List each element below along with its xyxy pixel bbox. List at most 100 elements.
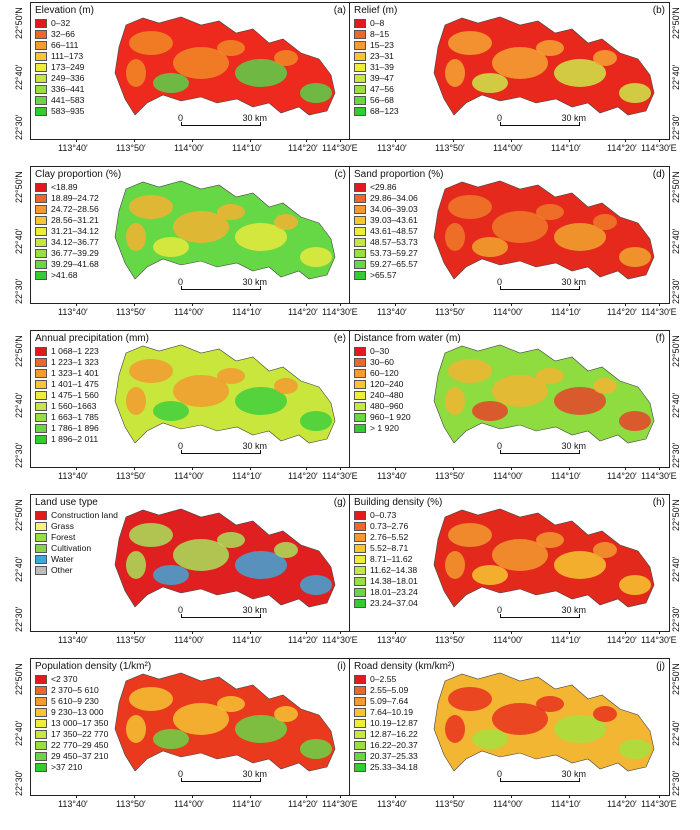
legend-label: <2 370 [51, 674, 78, 684]
legend-label: 30–60 [370, 357, 394, 367]
y-tick-label: 22°30′ [671, 278, 681, 304]
legend-swatch [354, 380, 366, 389]
map-patch-e-6 [126, 387, 146, 415]
x-tick-label: 114°10′ [232, 471, 262, 481]
legend-swatch [35, 96, 47, 105]
map-outline-b [433, 16, 655, 116]
panel-title-j: Road density (km/km²) [354, 661, 455, 672]
legend-label: 29.86–34.06 [370, 193, 418, 203]
x-tick [659, 303, 660, 306]
x-tick-label: 114°20′ [607, 471, 637, 481]
scale-line [181, 450, 261, 454]
map-outline-h [433, 508, 655, 608]
legend-item: 173–249 [35, 62, 84, 73]
legend-label: 15–23 [370, 40, 394, 50]
legend-label: 0–30 [370, 346, 390, 356]
x-tick [250, 303, 251, 306]
x-tick [659, 139, 660, 142]
legend-label: 1 786–1 896 [51, 423, 99, 433]
legend-label: 0.73–2.76 [370, 521, 409, 531]
panel-label-h: (h) [652, 497, 665, 508]
legend-swatch [35, 697, 47, 706]
map-patch-j-0 [448, 687, 492, 711]
legend-item: 12.87–16.22 [354, 729, 418, 740]
legend-item: 53.73–59.27 [354, 248, 418, 259]
panel-title-h: Building density (%) [354, 497, 443, 508]
legend-item: 48.57–53.73 [354, 237, 418, 248]
legend-swatch [354, 741, 366, 750]
scale-label: 30 km [561, 605, 586, 615]
legend-item: 23–31 [354, 51, 399, 62]
legend-label: 22 770–29 450 [51, 740, 109, 750]
x-tick [453, 139, 454, 142]
legend-label: 43.61–48.57 [370, 226, 418, 236]
map-region-g [114, 508, 336, 608]
map-patch-g-1 [173, 539, 229, 571]
map-patch-d-5 [536, 204, 564, 220]
legend-swatch [354, 752, 366, 761]
scale-label: 30 km [561, 277, 586, 287]
legend-label: 25.33–34.18 [370, 762, 418, 772]
map-patch-b-0 [448, 31, 492, 55]
scale-bar-c: 0 30 km [178, 277, 267, 294]
legend-swatch [354, 675, 366, 684]
panel-label-f: (f) [655, 333, 665, 344]
legend-item: 111–173 [35, 51, 84, 62]
map-patch-i-6 [126, 715, 146, 743]
legend-swatch [354, 566, 366, 575]
legend-swatch [35, 41, 47, 50]
x-tick [511, 795, 512, 798]
legend-swatch [354, 30, 366, 39]
legend-item: Construction land [35, 510, 118, 521]
y-tick-label: 22°30′ [14, 278, 24, 304]
legend-swatch [35, 205, 47, 214]
legend-swatch [354, 391, 366, 400]
scale-label: 30 km [561, 441, 586, 451]
legend-label: > 1 920 [370, 423, 399, 433]
legend-swatch [35, 107, 47, 116]
map-patch-b-5 [536, 40, 564, 56]
legend-item: > 1 920 [354, 423, 411, 434]
scale-label: 30 km [561, 769, 586, 779]
scale-bar-h: 0 30 km [497, 605, 586, 622]
scale-line [500, 778, 580, 782]
x-tick-label: 113°40′ [58, 635, 88, 645]
y-tick-label: 22°40′ [671, 64, 681, 90]
legend-item: 0.73–2.76 [354, 521, 418, 532]
legend-item: 1 223–1 323 [35, 357, 99, 368]
x-tick-label: 113°40′ [377, 799, 407, 809]
legend-label: >41.68 [51, 270, 78, 280]
x-tick [134, 631, 135, 634]
map-outline-g [114, 508, 336, 608]
legend-item: 0–32 [35, 18, 84, 29]
y-tick-label: 22°50′N [14, 663, 24, 695]
x-tick-label: 114°10′ [232, 143, 262, 153]
legend-g: Construction land Grass Forest Cultivation W… [35, 510, 118, 576]
legend-item: 18.89–24.72 [35, 193, 99, 204]
x-tick-label: 114°30′E [641, 143, 677, 153]
y-tick-label: 22°30′ [14, 606, 24, 632]
x-tick-label: 114°00′ [493, 635, 523, 645]
legend-item: 17 350–22 770 [35, 729, 108, 740]
scale-zero: 0 [178, 113, 184, 123]
map-patch-e-5 [217, 368, 245, 384]
map-patch-i-7 [274, 706, 298, 722]
legend-item: 39.03–43.61 [354, 215, 418, 226]
x-tick-label: 113°50′ [116, 307, 146, 317]
map-panel-e: Annual precipitation (mm) (e) 1 068–1 223 1… [30, 330, 351, 468]
x-tick-label: 113°40′ [58, 143, 88, 153]
scale-line [181, 286, 261, 290]
x-tick-label: 114°10′ [551, 307, 581, 317]
y-tick-label: 22°30′ [671, 114, 681, 140]
x-tick [76, 795, 77, 798]
map-patch-i-5 [217, 696, 245, 712]
map-patch-j-5 [536, 696, 564, 712]
legend-item: 1 475–1 560 [35, 390, 99, 401]
legend-swatch [354, 369, 366, 378]
legend-item: 2.55–5.09 [354, 685, 418, 696]
legend-item: 20.37–25.33 [354, 751, 418, 762]
map-patch-h-4 [472, 565, 508, 585]
map-patch-a-2 [235, 59, 287, 87]
x-tick-label: 114°00′ [493, 799, 523, 809]
scale-bar-e: 0 30 km [178, 441, 267, 458]
